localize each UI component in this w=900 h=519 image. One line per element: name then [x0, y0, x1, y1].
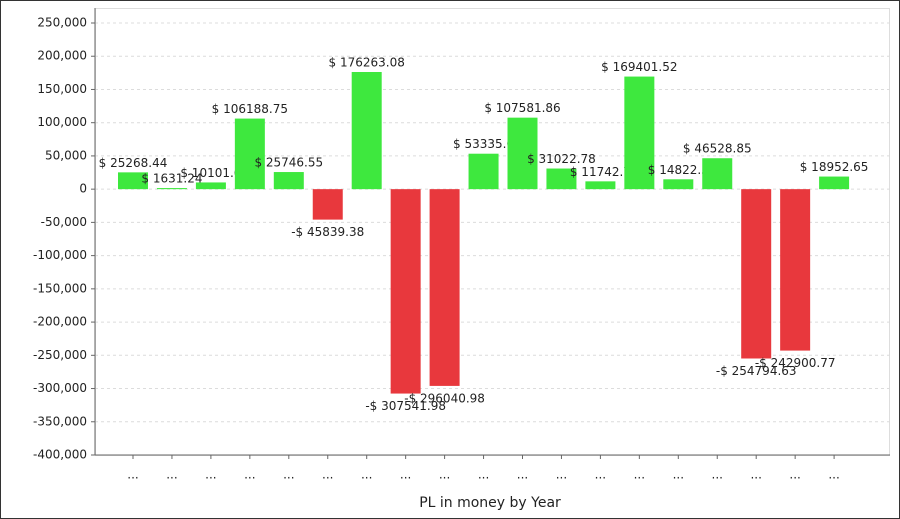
- y-tick-label: -100,000: [33, 248, 87, 262]
- x-tick-label: ...: [127, 468, 138, 482]
- x-tick-label: ...: [712, 468, 723, 482]
- bar: [585, 181, 616, 190]
- bar: [546, 168, 577, 190]
- data-label: $ 14822.5: [648, 163, 709, 177]
- bar: [156, 188, 187, 190]
- x-tick-label: ...: [205, 468, 216, 482]
- x-tick-label: ...: [789, 468, 800, 482]
- y-tick-label: 250,000: [37, 16, 87, 30]
- data-label: $ 176263.08: [329, 56, 405, 70]
- x-tick-label: ...: [478, 468, 489, 482]
- y-tick-label: -350,000: [33, 414, 87, 428]
- data-label: $ 18952.65: [800, 160, 869, 174]
- bar: [624, 76, 655, 190]
- data-label: -$ 307541.98: [365, 399, 446, 413]
- bar: [273, 172, 304, 190]
- y-tick-label: -400,000: [33, 448, 87, 462]
- data-label: $ 10101.6: [180, 166, 241, 180]
- bar: [468, 153, 499, 190]
- y-tick-label: 100,000: [37, 115, 87, 129]
- x-tick-label: ...: [400, 468, 411, 482]
- y-tick-label: -200,000: [33, 315, 87, 329]
- data-label: $ 107581.86: [484, 101, 560, 115]
- data-label: -$ 296040.98: [404, 391, 485, 405]
- bar: [429, 189, 460, 386]
- x-tick-label: ...: [634, 468, 645, 482]
- x-tick-label: ...: [750, 468, 761, 482]
- data-label: $ 106188.75: [212, 102, 288, 116]
- bar: [118, 172, 148, 190]
- bar: [195, 182, 226, 190]
- data-label: $ 11742.7: [570, 165, 631, 179]
- y-tick-label: -50,000: [41, 215, 87, 229]
- data-label: -$ 242900.77: [755, 356, 836, 370]
- x-tick-label: ...: [283, 468, 294, 482]
- x-tick-label: ...: [517, 468, 528, 482]
- data-label: $ 25268.44: [99, 156, 168, 170]
- y-tick-label: 150,000: [37, 82, 87, 96]
- data-label: $ 46528.85: [683, 142, 752, 156]
- x-axis-title: PL in money by Year: [419, 495, 561, 511]
- x-tick-label: ...: [244, 468, 255, 482]
- data-label: $ 25746.55: [254, 156, 323, 170]
- bar: [780, 189, 811, 351]
- x-tick-label: ...: [322, 468, 333, 482]
- y-tick-label: -150,000: [33, 281, 87, 295]
- y-tick-label: 50,000: [45, 148, 87, 162]
- data-label: $ 1631.24: [141, 172, 202, 186]
- x-tick-label: ...: [556, 468, 567, 482]
- bar: [507, 117, 538, 190]
- x-tick-label: ...: [439, 468, 450, 482]
- bar: [351, 72, 382, 190]
- bar: [390, 189, 421, 394]
- data-label: $ 31022.78: [527, 152, 596, 166]
- bar: [702, 158, 733, 190]
- bar: [663, 179, 694, 190]
- x-tick-label: ...: [828, 468, 839, 482]
- data-label: $ 53335.0: [453, 137, 514, 151]
- x-tick-label: ...: [361, 468, 372, 482]
- x-tick-label: ...: [673, 468, 684, 482]
- data-label: $ 169401.52: [601, 60, 677, 74]
- x-tick-label: ...: [166, 468, 177, 482]
- y-tick-label: -300,000: [33, 381, 87, 395]
- y-tick-label: -250,000: [33, 348, 87, 362]
- bar: [234, 118, 265, 190]
- data-label: -$ 45839.38: [291, 225, 364, 239]
- bar: [312, 189, 343, 220]
- y-tick-label: 200,000: [37, 49, 87, 63]
- data-label: -$ 254794.63: [716, 364, 797, 378]
- bar: [819, 176, 850, 190]
- x-tick-label: ...: [595, 468, 606, 482]
- bar: [741, 189, 772, 359]
- y-tick-label: 0: [79, 182, 87, 196]
